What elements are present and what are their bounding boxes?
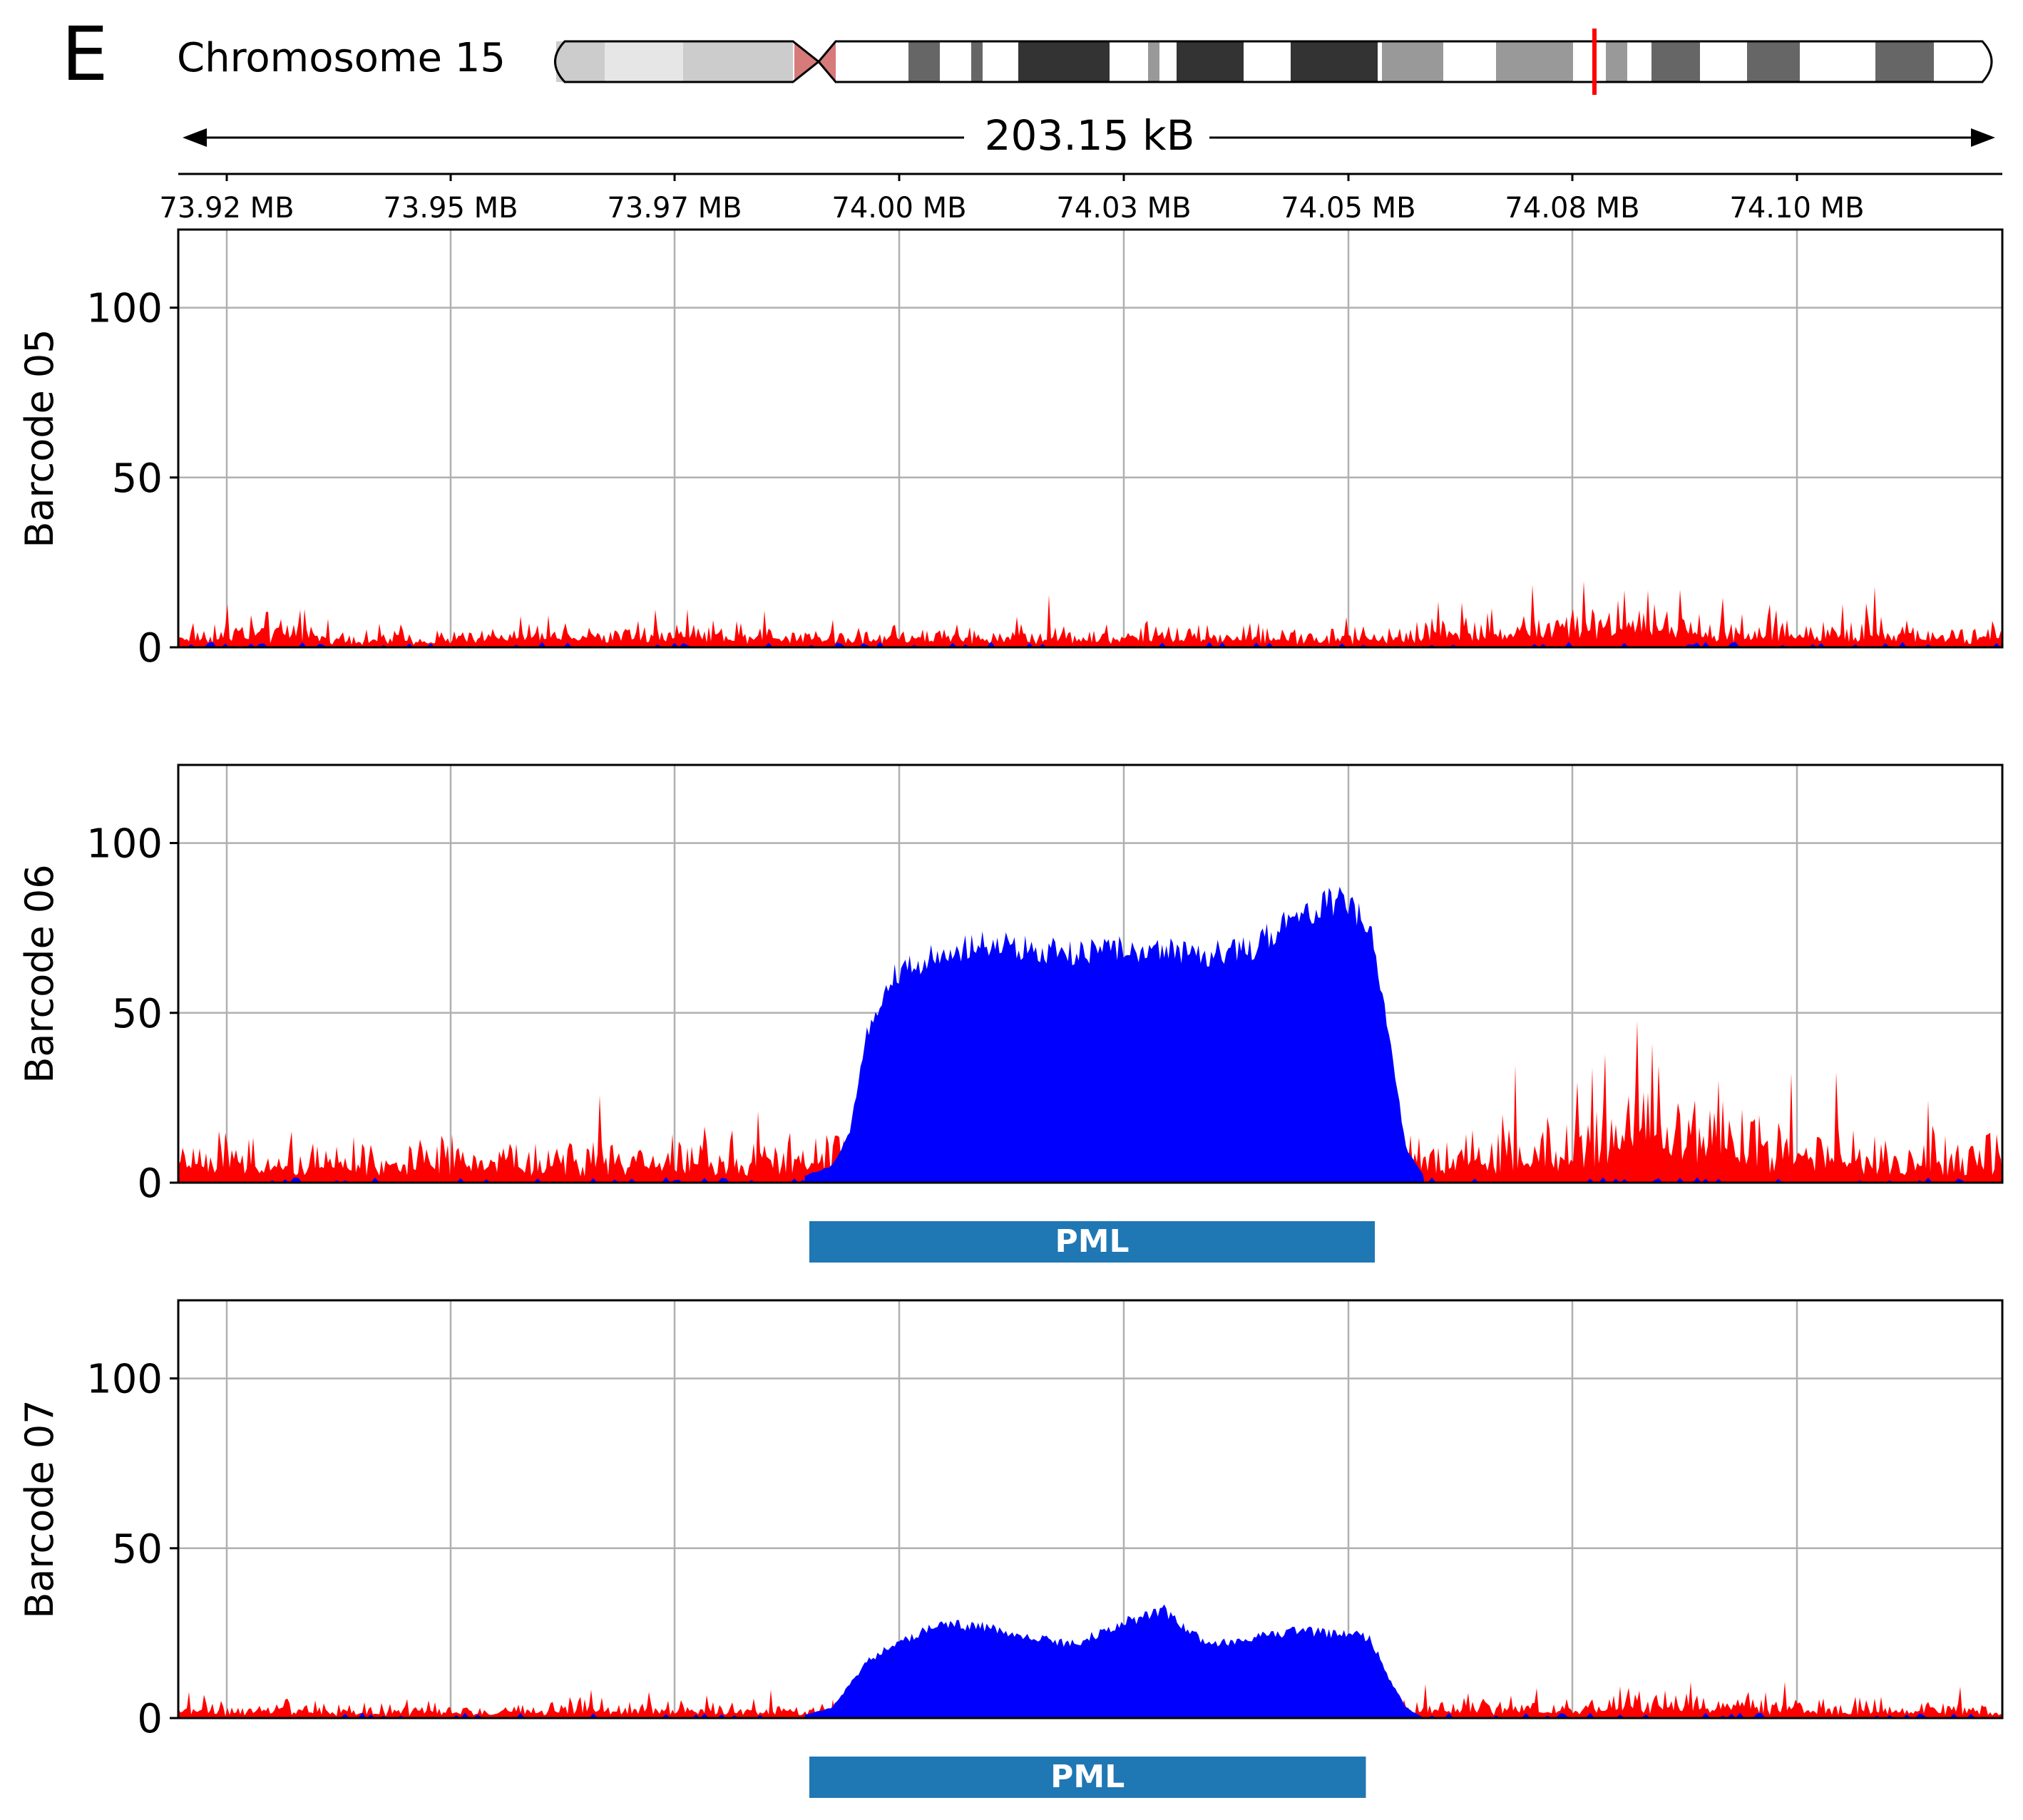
ideogram-band [1606,41,1627,82]
panel-letter: E [61,11,108,98]
span-arrow-right-head [1971,128,1995,147]
y-axis-tick-label: 50 [112,991,163,1037]
coverage-panel: 0 50 100 Barcode 07 PML [17,1299,2004,1798]
top-axis-tick-label: 73.92 MB [159,192,294,225]
chromosome-label: Chromosome 15 [177,35,506,81]
top-axis-tick-label: 74.10 MB [1729,192,1864,225]
gene-bar [809,1757,1366,1798]
red-coverage-area [178,581,2002,647]
blue-coverage-area [804,886,1425,1183]
y-axis-label: Barcode 05 [17,329,62,547]
coverage-panels: 0 50 100 Barcode 05 0 50 100 Barcode 06 PML 0 50 10… [17,228,2004,1798]
ideogram-band [1651,41,1700,82]
panel-frame [177,1299,2004,1719]
blue-coverage-area [804,1604,1425,1718]
span-arrow [183,128,1995,147]
ideogram-band [1875,41,1934,82]
ideogram-band [556,41,605,82]
centromere-right [819,41,836,82]
panel-frame [177,764,2004,1184]
y-axis-label: Barcode 07 [17,1399,62,1618]
ideogram-band [1018,41,1110,82]
ideogram-band [1177,41,1244,82]
y-axis-tick-label: 50 [112,1526,163,1573]
y-axis-tick-label: 0 [137,1161,163,1207]
centromere-left [794,41,819,82]
coverage-panel: 0 50 100 Barcode 05 [17,228,2004,672]
ideogram-band [1291,41,1378,82]
ideogram-band [1496,41,1573,82]
span-arrow-left-head [183,128,207,147]
ideogram-band [908,41,940,82]
y-axis-tick-label: 100 [86,821,163,868]
chromosome-ideogram [554,29,1993,95]
ideogram-band [971,41,983,82]
y-axis-label: Barcode 06 [17,864,62,1083]
ideogram-band [683,41,793,82]
y-axis-tick-label: 50 [112,456,163,502]
red-coverage-area [178,1682,2002,1718]
ideogram-q-arm-outline [817,40,1993,83]
ideogram-band [1382,41,1443,82]
y-axis-tick-label: 0 [137,625,163,672]
y-axis-tick-label: 0 [137,1696,163,1742]
panel-frame [177,228,2004,649]
gene-label: PML [1055,1223,1129,1260]
ideogram-band [1747,41,1800,82]
top-axis-tick-label: 74.08 MB [1505,192,1639,225]
top-axis-tick-label: 74.03 MB [1056,192,1191,225]
top-axis-ticks: 73.92 MB 73.95 MB 73.97 MB 74.00 MB 74.03 MB… [159,174,1865,225]
red-coverage-area [178,1021,2002,1183]
top-axis-tick-label: 74.00 MB [831,192,966,225]
top-axis-tick-label: 74.05 MB [1281,192,1415,225]
top-axis-tick-label: 73.97 MB [607,192,742,225]
ideogram-band [605,41,683,82]
coverage-panel: 0 50 100 Barcode 06 PML [17,764,2004,1263]
gene-bar [809,1221,1376,1263]
blue-baseline-area [178,1177,2002,1183]
blue-baseline-area [178,1712,2002,1718]
ideogram-band [1148,41,1159,82]
top-axis-tick-label: 73.95 MB [383,192,518,225]
y-axis-tick-label: 100 [86,1357,163,1403]
gene-label: PML [1050,1759,1125,1795]
y-axis-tick-label: 100 [86,286,163,332]
span-label: 203.15 kB [985,111,1195,160]
ideogram-p-arm-outline [554,40,821,83]
